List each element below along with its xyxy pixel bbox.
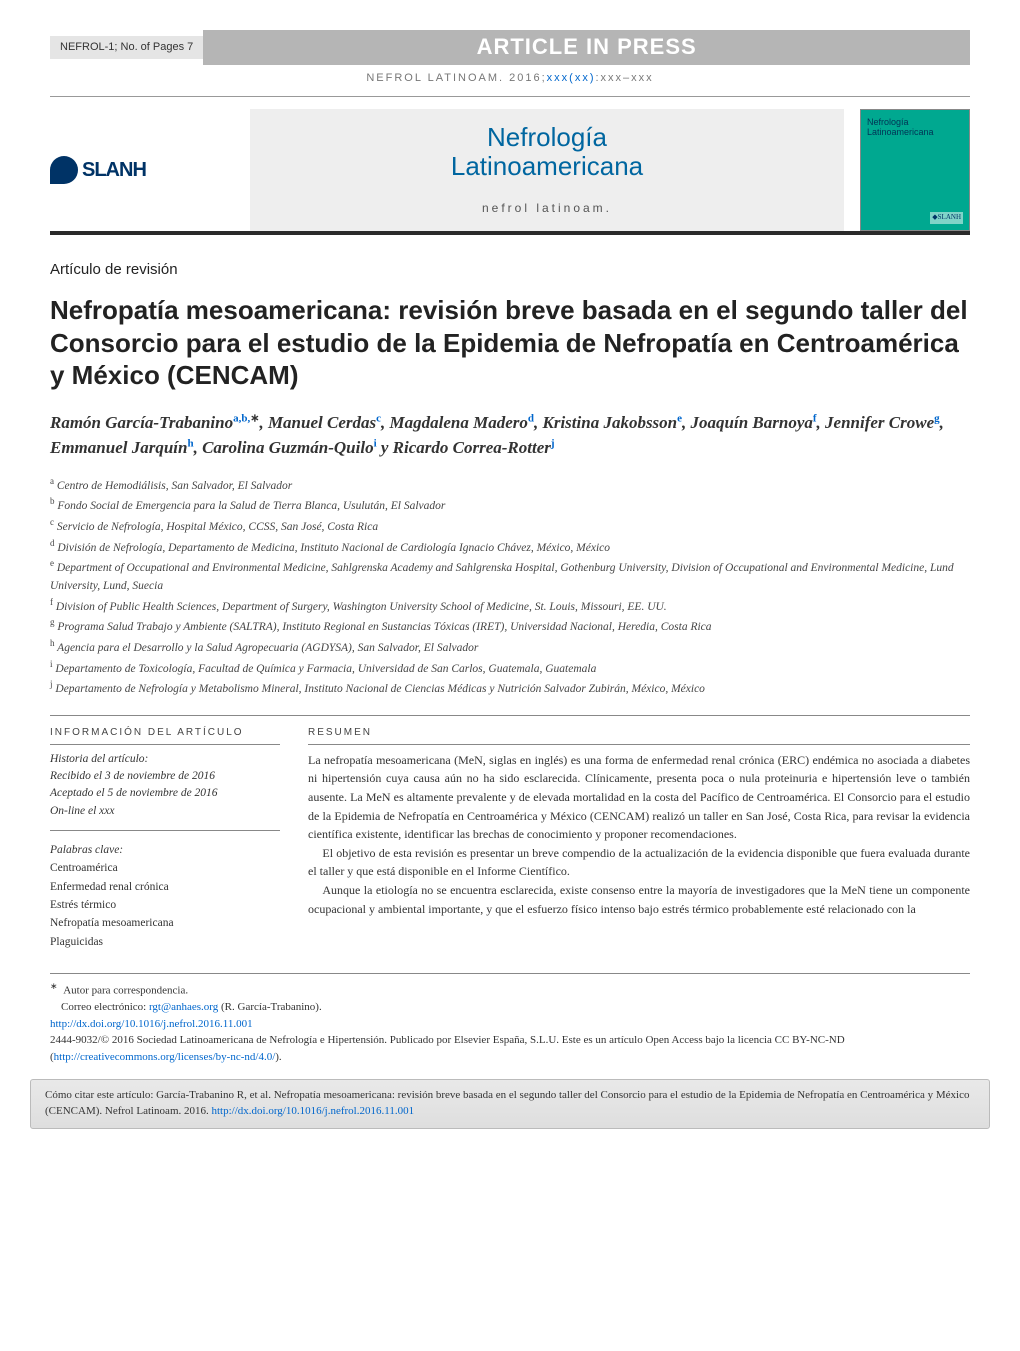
keyword: Centroamérica [50,859,280,877]
article-title: Nefropatía mesoamericana: revisión breve… [50,294,970,392]
cover-slanh-icon: ◆SLANH [930,212,963,224]
author: , Carolina Guzmán-Quiloi [194,438,377,457]
keyword: Plaguicidas [50,933,280,951]
author: Ramón García-Trabaninoa,b,∗ [50,413,259,432]
publisher-logo-area: SLANH [50,109,250,231]
article-in-press-banner: ARTICLE IN PRESS [203,30,970,65]
top-banner: NEFROL-1; No. of Pages 7 ARTICLE IN PRES… [50,30,970,65]
article-info-column: INFORMACIÓN DEL ARTÍCULO Historia del ar… [50,726,280,951]
keywords-list: CentroaméricaEnfermedad renal crónicaEst… [50,859,280,951]
authors-list: Ramón García-Trabaninoa,b,∗, Manuel Cerd… [50,410,970,461]
corresponding-author: ∗ Autor para correspondencia. [50,980,970,999]
keyword: Nefropatía mesoamericana [50,914,280,932]
abstract-text: La nefropatía mesoamericana (MeN, siglas… [308,751,970,918]
article-type: Artículo de revisión [50,259,970,280]
keywords-block: Palabras clave: CentroaméricaEnfermedad … [50,841,280,951]
history-received: Recibido el 3 de noviembre de 2016 [50,768,280,785]
author: , Magdalena Maderod [381,413,534,432]
journal-title-line1: Nefrología [250,123,844,152]
keyword: Enfermedad renal crónica [50,878,280,896]
journal-cover-thumbnail: Nefrología Latinoamericana ◆SLANH [860,109,970,231]
affiliation: a Centro de Hemodiálisis, San Salvador, … [50,475,970,496]
copyright-line: 2444-9032/© 2016 Sociedad Latinoamerican… [50,1032,970,1065]
reference-id: NEFROL-1; No. of Pages 7 [50,36,203,59]
doi-link[interactable]: http://dx.doi.org/10.1016/j.nefrol.2016.… [50,1018,253,1030]
journal-header: SLANH Nefrología Latinoamericana nefrol … [50,96,970,235]
cover-title-2: Latinoamericana [867,128,963,138]
cite-doi-link[interactable]: http://dx.doi.org/10.1016/j.nefrol.2016.… [212,1105,415,1117]
slanh-logo: SLANH [50,156,146,184]
citation-prefix: NEFROL LATINOAM. 2016; [366,72,546,84]
citation-suffix: :xxx–xxx [595,72,653,84]
author: y Ricardo Correa-Rotterj [377,438,555,457]
article-history: Historia del artículo: Recibido el 3 de … [50,751,280,831]
cc-license-link[interactable]: http://creativecommons.org/licenses/by-n… [54,1051,276,1063]
author: , Jennifer Croweg [817,413,940,432]
slanh-icon [50,156,78,184]
affiliation: e Department of Occupational and Environ… [50,557,970,595]
footer-block: ∗ Autor para correspondencia. Correo ele… [50,973,970,1065]
abstract-paragraph: Aunque la etiología no se encuentra escl… [308,881,970,918]
affiliation: d División de Nefrología, Departamento d… [50,537,970,558]
author: , Manuel Cerdasc [259,413,381,432]
separator [50,715,970,716]
keywords-label: Palabras clave: [50,841,280,859]
history-accepted: Aceptado el 5 de noviembre de 2016 [50,785,280,802]
citation-line: NEFROL LATINOAM. 2016;xxx(xx):xxx–xxx [50,71,970,86]
history-online: On-line el xxx [50,803,280,820]
author: , Kristina Jakobssone [534,413,682,432]
corresponding-email-line: Correo electrónico: rgt@anhaes.org (R. G… [50,999,970,1016]
author: , Joaquín Barnoyaf [682,413,817,432]
affiliation: g Programa Salud Trabajo y Ambiente (SAL… [50,616,970,637]
affiliation: f Division of Public Health Sciences, De… [50,596,970,617]
affiliation: i Departamento de Toxicología, Facultad … [50,658,970,679]
how-to-cite-box: Cómo citar este artículo: García-Trabani… [30,1079,990,1129]
affiliation: b Fondo Social de Emergencia para la Sal… [50,495,970,516]
affiliation: c Servicio de Nefrología, Hospital Méxic… [50,516,970,537]
journal-title-block: Nefrología Latinoamericana nefrol latino… [250,109,844,231]
journal-title-line2: Latinoamericana [250,152,844,181]
affiliations-list: a Centro de Hemodiálisis, San Salvador, … [50,475,970,699]
journal-abbrev: nefrol latinoam. [250,200,844,217]
abstract-heading: RESUMEN [308,726,970,745]
abstract-paragraph: La nefropatía mesoamericana (MeN, siglas… [308,751,970,844]
keyword: Estrés térmico [50,896,280,914]
slanh-logo-text: SLANH [82,156,146,184]
abstract-column: RESUMEN La nefropatía mesoamericana (MeN… [308,726,970,951]
affiliation: h Agencia para el Desarrollo y la Salud … [50,637,970,658]
history-label: Historia del artículo: [50,751,280,768]
email-link[interactable]: rgt@anhaes.org [149,1001,218,1013]
citation-volume: xxx(xx) [547,72,596,84]
abstract-paragraph: El objetivo de esta revisión es presenta… [308,844,970,881]
affiliation: j Departamento de Nefrología y Metabolis… [50,678,970,699]
info-heading: INFORMACIÓN DEL ARTÍCULO [50,726,280,745]
